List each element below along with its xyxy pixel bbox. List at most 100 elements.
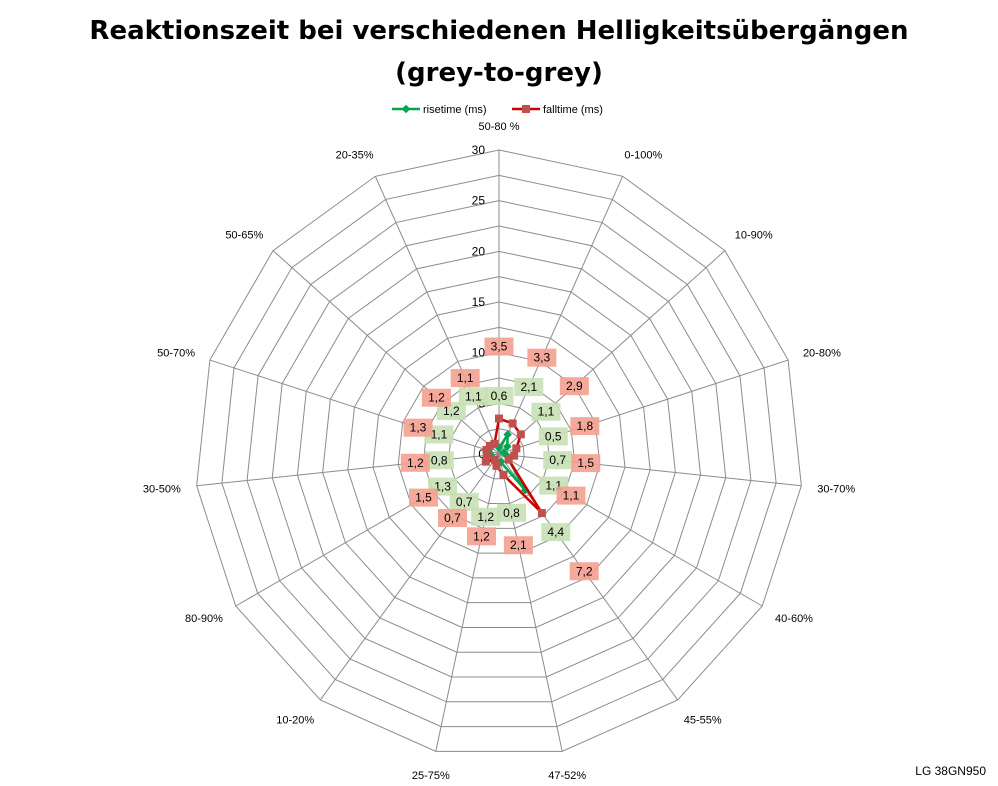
falltime-data-label: 7,2: [569, 562, 599, 581]
svg-text:7,2: 7,2: [576, 564, 593, 578]
grid-ring: [397, 352, 601, 554]
svg-text:0,8: 0,8: [431, 453, 448, 467]
svg-text:1,2: 1,2: [407, 456, 424, 470]
radial-tick-label: 0: [478, 447, 485, 461]
category-label: 10-90%: [735, 230, 773, 242]
svg-text:4,4: 4,4: [547, 525, 564, 539]
svg-text:2,1: 2,1: [520, 380, 537, 394]
falltime-marker: [516, 430, 525, 439]
risetime-data-label: 4,4: [541, 523, 571, 542]
svg-text:1,8: 1,8: [576, 419, 593, 433]
category-label: 20-35%: [336, 149, 374, 161]
svg-text:1,2: 1,2: [428, 391, 445, 405]
svg-text:1,1: 1,1: [563, 489, 580, 503]
grid-ring: [322, 276, 676, 628]
svg-text:0,7: 0,7: [456, 495, 473, 509]
category-label: 20-80%: [803, 348, 841, 360]
data-series: [481, 414, 546, 518]
chart-title-line-2: (grey-to-grey): [395, 58, 603, 88]
radar-grid: [196, 149, 802, 752]
falltime-marker: [510, 451, 519, 460]
falltime-data-label: 1,5: [571, 454, 601, 473]
axis-spoke: [272, 250, 500, 455]
legend: risetime (ms) falltime (ms): [392, 104, 603, 116]
risetime-data-label: 1,1: [531, 402, 561, 421]
svg-text:0,7: 0,7: [549, 453, 566, 467]
svg-text:2,1: 2,1: [510, 538, 527, 552]
risetime-data-label: 0,6: [484, 386, 514, 405]
svg-text:risetime (ms): risetime (ms): [423, 104, 487, 116]
axis-spoke: [374, 176, 500, 455]
svg-text:1,5: 1,5: [577, 456, 594, 470]
category-label: 45-55%: [684, 714, 722, 726]
radial-tick-label: 10: [472, 346, 486, 360]
falltime-marker: [482, 445, 491, 454]
falltime-data-label: 1,2: [400, 453, 430, 472]
category-label: 40-60%: [775, 613, 813, 625]
falltime-data-label: 1,1: [450, 369, 480, 388]
category-label: 30-70%: [817, 483, 855, 495]
radial-tick-label: 30: [472, 143, 486, 157]
svg-text:1,1: 1,1: [538, 405, 555, 419]
svg-text:1,1: 1,1: [457, 371, 474, 385]
svg-text:1,2: 1,2: [443, 404, 460, 418]
falltime-marker: [537, 509, 546, 518]
data-labels: 0,62,11,10,50,71,14,40,81,20,71,30,81,11…: [400, 337, 601, 581]
axis-spoke: [498, 453, 763, 607]
falltime-data-label: 3,5: [484, 337, 514, 356]
legend-item: risetime (ms): [392, 104, 487, 116]
falltime-marker: [512, 444, 521, 453]
risetime-data-label: 0,7: [449, 492, 479, 511]
category-label: 50-70%: [157, 348, 195, 360]
risetime-data-label: 0,8: [496, 503, 526, 522]
grid-ring: [196, 149, 802, 752]
svg-text:1,2: 1,2: [477, 510, 494, 524]
model-watermark: LG 38GN950: [915, 764, 986, 778]
grid-ring: [296, 250, 702, 653]
axis-spoke: [498, 453, 563, 752]
falltime-marker: [485, 441, 494, 450]
grid-ring: [372, 326, 626, 579]
svg-text:1,1: 1,1: [431, 427, 448, 441]
category-label: 25-75%: [412, 770, 450, 782]
grid-ring: [422, 377, 576, 529]
falltime-marker: [481, 457, 490, 466]
falltime-marker: [504, 455, 513, 464]
falltime-data-label: 1,3: [403, 418, 433, 437]
falltime-marker: [492, 461, 501, 470]
falltime-data-label: 2,9: [559, 377, 589, 396]
category-label: 47-52%: [548, 770, 586, 782]
svg-text:falltime (ms): falltime (ms): [543, 104, 603, 116]
chart-title: Reaktionszeit bei verschiedenen Helligke…: [0, 10, 998, 94]
risetime-data-label: 1,2: [471, 507, 501, 526]
axis-spoke: [435, 453, 500, 752]
radial-tick-label: 25: [472, 194, 486, 208]
svg-text:1,3: 1,3: [434, 480, 451, 494]
risetime-data-label: 0,8: [424, 451, 454, 470]
risetime-marker: [503, 430, 512, 439]
category-label: 0-100%: [624, 149, 662, 161]
category-label: 10-20%: [276, 714, 314, 726]
grid-ring: [271, 225, 727, 678]
svg-text:0,6: 0,6: [491, 389, 508, 403]
falltime-marker: [490, 455, 499, 464]
falltime-data-label: 1,8: [570, 417, 600, 436]
axis-spoke: [235, 453, 500, 607]
falltime-data-label: 2,1: [503, 536, 533, 555]
grid-ring: [246, 200, 752, 703]
svg-text:0,7: 0,7: [444, 511, 461, 525]
grid-ring: [221, 174, 777, 728]
risetime-data-label: 1,1: [458, 387, 488, 406]
svg-text:1,3: 1,3: [410, 421, 427, 435]
svg-text:0,8: 0,8: [503, 506, 520, 520]
legend-item: falltime (ms): [512, 104, 603, 116]
risetime-marker: [503, 442, 512, 451]
svg-text:2,9: 2,9: [566, 379, 583, 393]
falltime-data-label: 1,1: [556, 486, 586, 505]
svg-text:0,5: 0,5: [545, 429, 562, 443]
svg-text:1,1: 1,1: [465, 389, 482, 403]
svg-text:1,5: 1,5: [415, 491, 432, 505]
svg-text:3,3: 3,3: [534, 351, 551, 365]
falltime-marker: [490, 439, 499, 448]
